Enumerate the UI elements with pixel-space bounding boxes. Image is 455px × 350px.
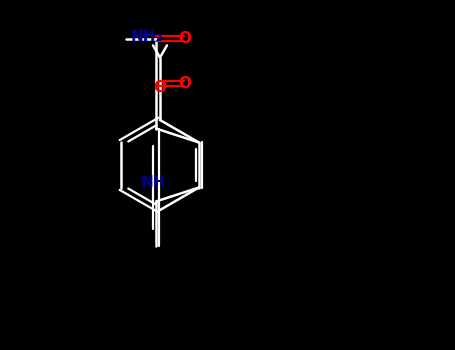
Text: O: O: [178, 76, 191, 91]
Text: NH: NH: [141, 175, 167, 190]
Text: NH₂: NH₂: [130, 29, 162, 44]
Text: O: O: [153, 80, 167, 95]
Text: O: O: [178, 31, 191, 46]
